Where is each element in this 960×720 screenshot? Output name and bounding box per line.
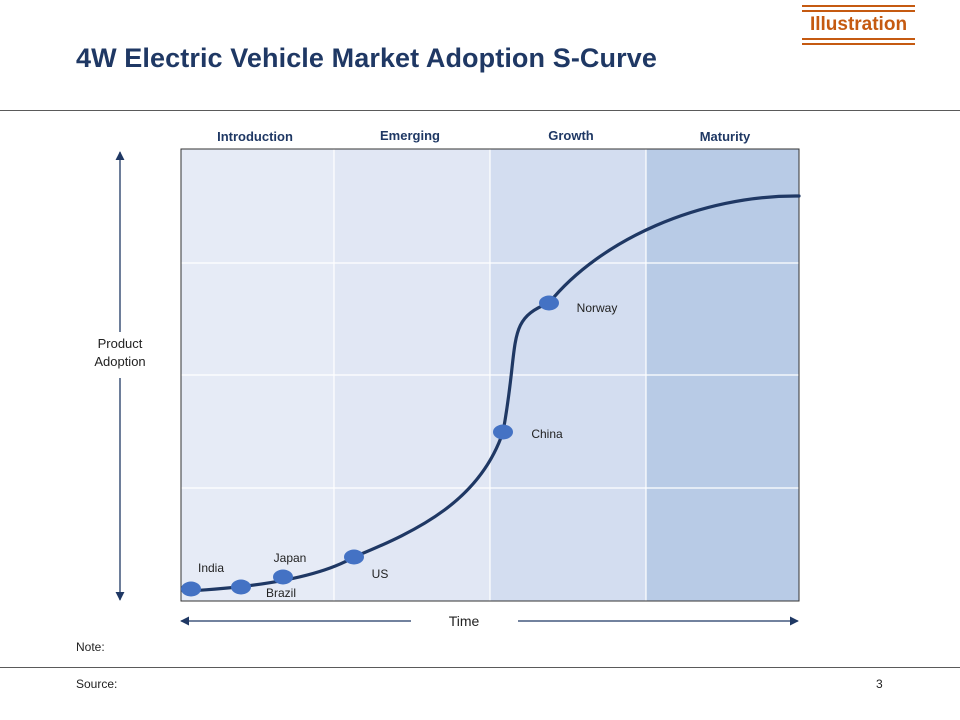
tag-top-rule xyxy=(802,5,915,7)
marker-brazil xyxy=(231,579,251,595)
marker-label-norway: Norway xyxy=(577,301,618,315)
stage-label-maturity: Maturity xyxy=(700,129,751,144)
illustration-tag: Illustration xyxy=(802,5,915,45)
plot-frame xyxy=(180,148,800,602)
marker-india xyxy=(181,581,201,597)
marker-japan xyxy=(273,569,293,585)
tag-label: Illustration xyxy=(809,14,908,35)
source-label: Source: xyxy=(76,677,118,691)
x-axis-label: Time xyxy=(449,613,480,629)
y-axis-label-line2: Adoption xyxy=(94,354,145,369)
header-divider xyxy=(0,110,960,111)
marker-label-us: US xyxy=(372,567,389,581)
footer-divider xyxy=(0,667,960,668)
market-markers xyxy=(181,295,559,597)
marker-label-india: India xyxy=(198,561,224,575)
marker-label-china: China xyxy=(531,427,563,441)
marker-label-japan: Japan xyxy=(274,551,307,565)
note-label: Note: xyxy=(76,640,105,654)
page-title: 4W Electric Vehicle Market Adoption S-Cu… xyxy=(76,43,657,73)
tag-bottom-rule xyxy=(802,38,915,40)
grid-lines xyxy=(181,149,799,601)
tag-bottom-rule-2 xyxy=(802,43,915,45)
page-number: 3 xyxy=(876,677,883,691)
y-axis-label-line1: Product xyxy=(98,336,143,351)
marker-china xyxy=(493,424,513,440)
marker-us xyxy=(344,549,364,565)
tag-top-rule-2 xyxy=(802,10,915,12)
marker-label-brazil: Brazil xyxy=(266,586,296,600)
stage-label-introduction: Introduction xyxy=(217,129,293,144)
stage-label-emerging: Emerging xyxy=(380,128,440,143)
stage-label-growth: Growth xyxy=(548,128,594,143)
marker-norway xyxy=(539,295,559,311)
